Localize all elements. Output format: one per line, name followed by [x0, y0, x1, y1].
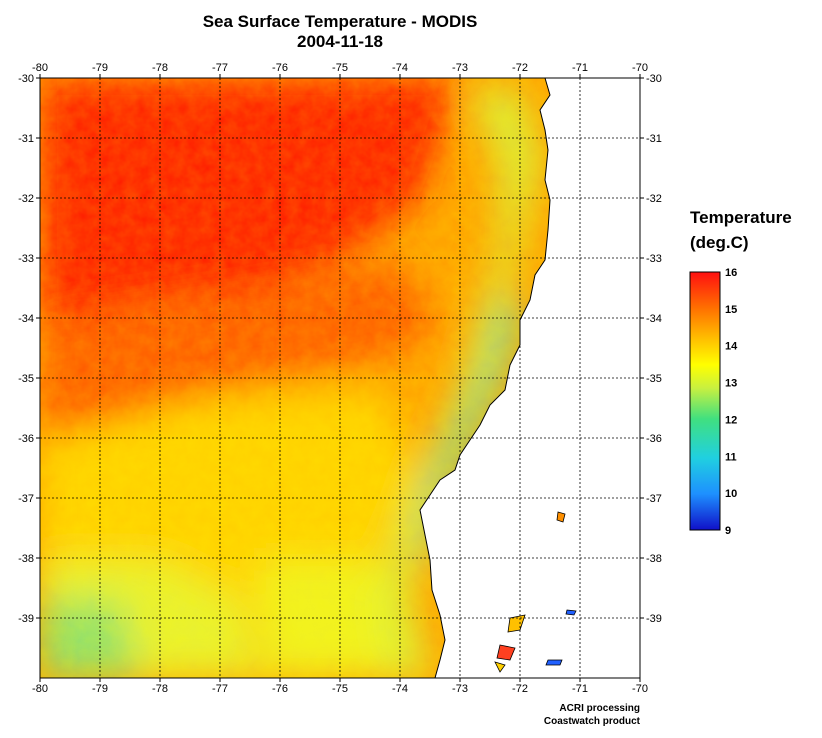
- lat-tick-label-left: -38: [18, 553, 34, 565]
- lon-tick-label-bottom: -70: [632, 683, 648, 695]
- lat-tick-label-left: -39: [18, 613, 34, 625]
- lat-tick-label-right: -34: [646, 313, 662, 325]
- colorbar-label: 12: [725, 414, 737, 426]
- lon-tick-label-bottom: -79: [92, 683, 108, 695]
- lat-tick-label-right: -38: [646, 553, 662, 565]
- lon-tick-label-top: -71: [572, 62, 588, 74]
- lon-tick-label-bottom: -72: [512, 683, 528, 695]
- lon-tick-label-top: -70: [632, 62, 648, 74]
- colorbar-labels: 16 15 14 13 12 11 10 9: [725, 267, 738, 537]
- lon-tick-label-top: -80: [32, 62, 48, 74]
- colorbar-label: 14: [725, 341, 738, 353]
- colorbar: [689, 271, 721, 531]
- colorbar-label: 11: [725, 451, 737, 463]
- colorbar-label: 16: [725, 267, 737, 279]
- lon-tick-label-top: -78: [152, 62, 168, 74]
- lat-tick-label-left: -35: [18, 373, 34, 385]
- lon-tick-label-top: -73: [452, 62, 468, 74]
- credit-processing: ACRI processing: [559, 703, 640, 714]
- legend-title: Temperature: [690, 208, 792, 227]
- axis-ticks: -80 -80 -79 -79 -78 -78 -77 -77 -76 -76 -75 -75 -74 -…: [18, 62, 662, 695]
- lat-tick-label-right: -32: [646, 193, 662, 205]
- lat-tick-label-right: -39: [646, 613, 662, 625]
- lat-tick-label-left: -30: [18, 73, 34, 85]
- lon-tick-label-bottom: -73: [452, 683, 468, 695]
- lat-tick-label-left: -32: [18, 193, 34, 205]
- legend-units: (deg.C): [690, 233, 749, 252]
- lon-tick-label-top: -79: [92, 62, 108, 74]
- lon-tick-label-bottom: -71: [572, 683, 588, 695]
- lat-tick-label-left: -33: [18, 253, 34, 265]
- lat-tick-label-left: -37: [18, 493, 34, 505]
- lon-tick-label-top: -74: [392, 62, 408, 74]
- lon-tick-label-top: -76: [272, 62, 288, 74]
- lon-tick-label-bottom: -80: [32, 683, 48, 695]
- colorbar-label: 13: [725, 378, 737, 390]
- colorbar-label: 9: [725, 525, 731, 537]
- lon-tick-label-bottom: -74: [392, 683, 408, 695]
- map-title: Sea Surface Temperature - MODIS: [202, 12, 478, 31]
- lat-tick-label-left: -36: [18, 433, 34, 445]
- lat-tick-label-right: -31: [646, 133, 662, 145]
- lon-tick-label-top: -72: [512, 62, 528, 74]
- credit-product: Coastwatch product: [543, 716, 640, 727]
- lon-tick-label-top: -77: [212, 62, 228, 74]
- lon-tick-label-bottom: -76: [272, 683, 288, 695]
- lon-tick-label-top: -75: [332, 62, 348, 74]
- lat-tick-label-right: -33: [646, 253, 662, 265]
- lon-tick-label-bottom: -77: [212, 683, 228, 695]
- graticule: [40, 78, 640, 678]
- lon-tick-label-bottom: -78: [152, 683, 168, 695]
- lat-tick-label-right: -36: [646, 433, 662, 445]
- lat-tick-label-left: -34: [18, 313, 34, 325]
- lat-tick-label-left: -31: [18, 133, 34, 145]
- colorbar-label: 10: [725, 488, 737, 500]
- lon-tick-label-bottom: -75: [332, 683, 348, 695]
- lat-tick-label-right: -37: [646, 493, 662, 505]
- lat-tick-label-right: -35: [646, 373, 662, 385]
- map-date: 2004-11-18: [296, 32, 384, 51]
- lat-tick-label-right: -30: [646, 73, 662, 85]
- colorbar-label: 15: [725, 304, 737, 316]
